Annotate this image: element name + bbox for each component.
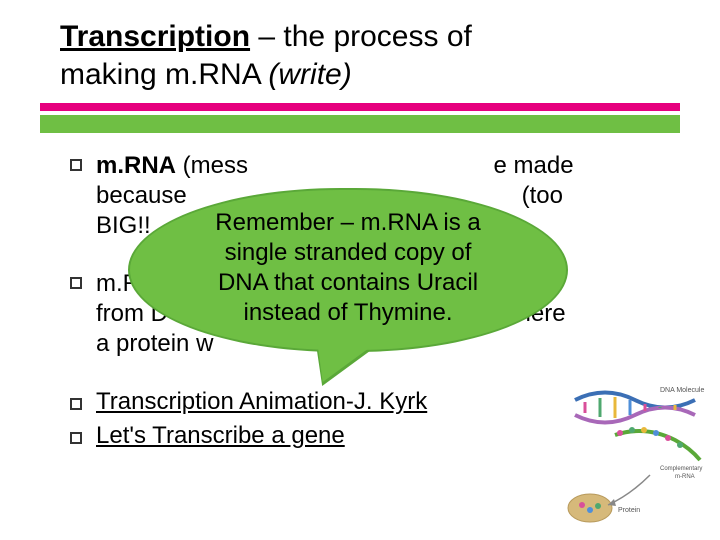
- bullet-square-icon: [70, 277, 82, 289]
- bullet-1-tail: e made: [493, 152, 573, 179]
- title-line-2: making m.RNA (write): [60, 56, 680, 94]
- title-keyword: Transcription: [60, 20, 250, 53]
- title-area: Transcription – the process of making m.…: [0, 0, 720, 101]
- accent-bar-green: [40, 115, 680, 133]
- link-lets-transcribe[interactable]: Let's Transcribe a gene: [96, 421, 345, 451]
- dna-label-bot: Protein: [618, 507, 640, 514]
- callout-bubble-body: Remember – m.RNA is a single stranded co…: [128, 188, 568, 352]
- dna-diagram-icon: DNA Molecule Complementary m-RNA Protein: [560, 380, 710, 530]
- link-transcription-animation[interactable]: Transcription Animation-J. Kyrk: [96, 387, 427, 417]
- dna-label-top: DNA Molecule: [660, 387, 704, 394]
- title-line2-plain: making m.RNA: [60, 58, 268, 91]
- bullet-square-icon: [70, 398, 82, 410]
- dna-label-mid2: m-RNA: [675, 474, 695, 480]
- title-rest-1: – the process of: [250, 20, 472, 53]
- accent-bar-pink: [40, 103, 680, 111]
- bubble-line-1: Remember – m.RNA is a: [164, 208, 532, 238]
- bullet-square-icon: [70, 432, 82, 444]
- title-line-1: Transcription – the process of: [60, 18, 680, 56]
- title-line2-italic: (write): [268, 58, 351, 91]
- dna-label-mid: Complementary: [660, 466, 702, 472]
- bubble-line-3: DNA that contains Uracil: [164, 268, 532, 298]
- bullet-1-rest: (mess: [176, 152, 248, 179]
- callout-bubble: Remember – m.RNA is a single stranded co…: [128, 188, 568, 352]
- bullet-1-strong: m.RNA: [96, 152, 176, 179]
- bullet-square-icon: [70, 159, 82, 171]
- bubble-line-2: single stranded copy of: [164, 238, 532, 268]
- bubble-line-4: instead of Thymine.: [164, 298, 532, 328]
